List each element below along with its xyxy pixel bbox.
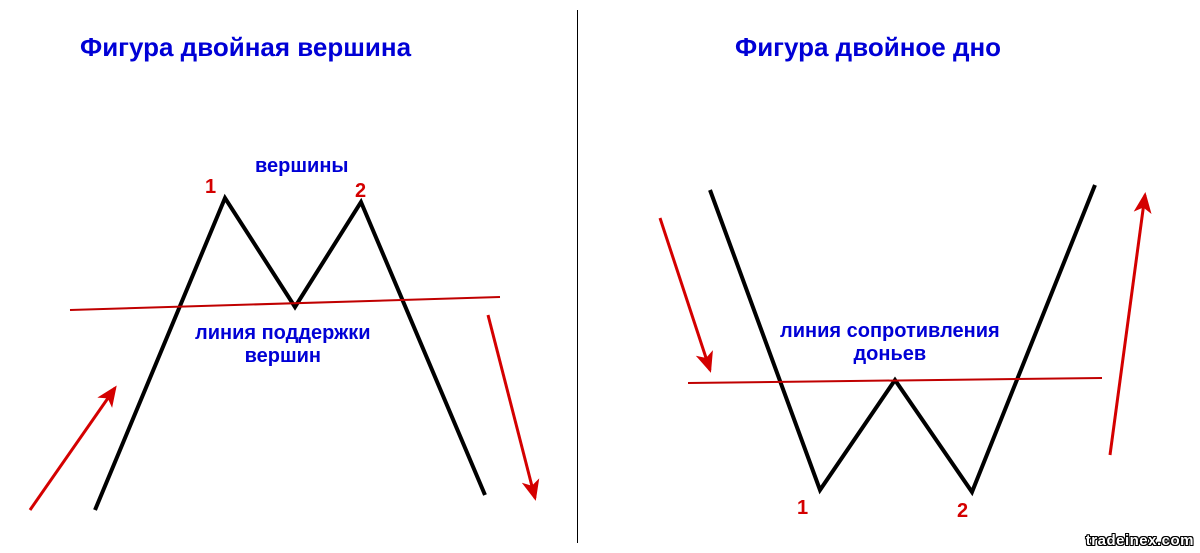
vertical-divider bbox=[577, 10, 578, 543]
right-num-1: 1 bbox=[797, 497, 808, 520]
right-num-2: 2 bbox=[957, 500, 968, 523]
right-title: Фигура двойное дно bbox=[735, 32, 1001, 63]
diagram-svg bbox=[0, 0, 1200, 553]
left-support-line bbox=[70, 297, 500, 310]
left-peaks-label: вершины bbox=[255, 155, 349, 178]
watermark: tradeinex.com bbox=[1086, 532, 1194, 549]
right-arrow-down bbox=[660, 218, 710, 370]
left-num-1: 1 bbox=[205, 176, 216, 199]
right-arrow-up bbox=[1110, 195, 1145, 455]
left-arrow-down bbox=[488, 315, 535, 498]
left-title: Фигура двойная вершина bbox=[80, 32, 411, 63]
left-support-label: линия поддержки вершин bbox=[195, 322, 371, 368]
right-resist-label: линия сопротивления доньев bbox=[780, 320, 1000, 366]
left-num-2: 2 bbox=[355, 180, 366, 203]
